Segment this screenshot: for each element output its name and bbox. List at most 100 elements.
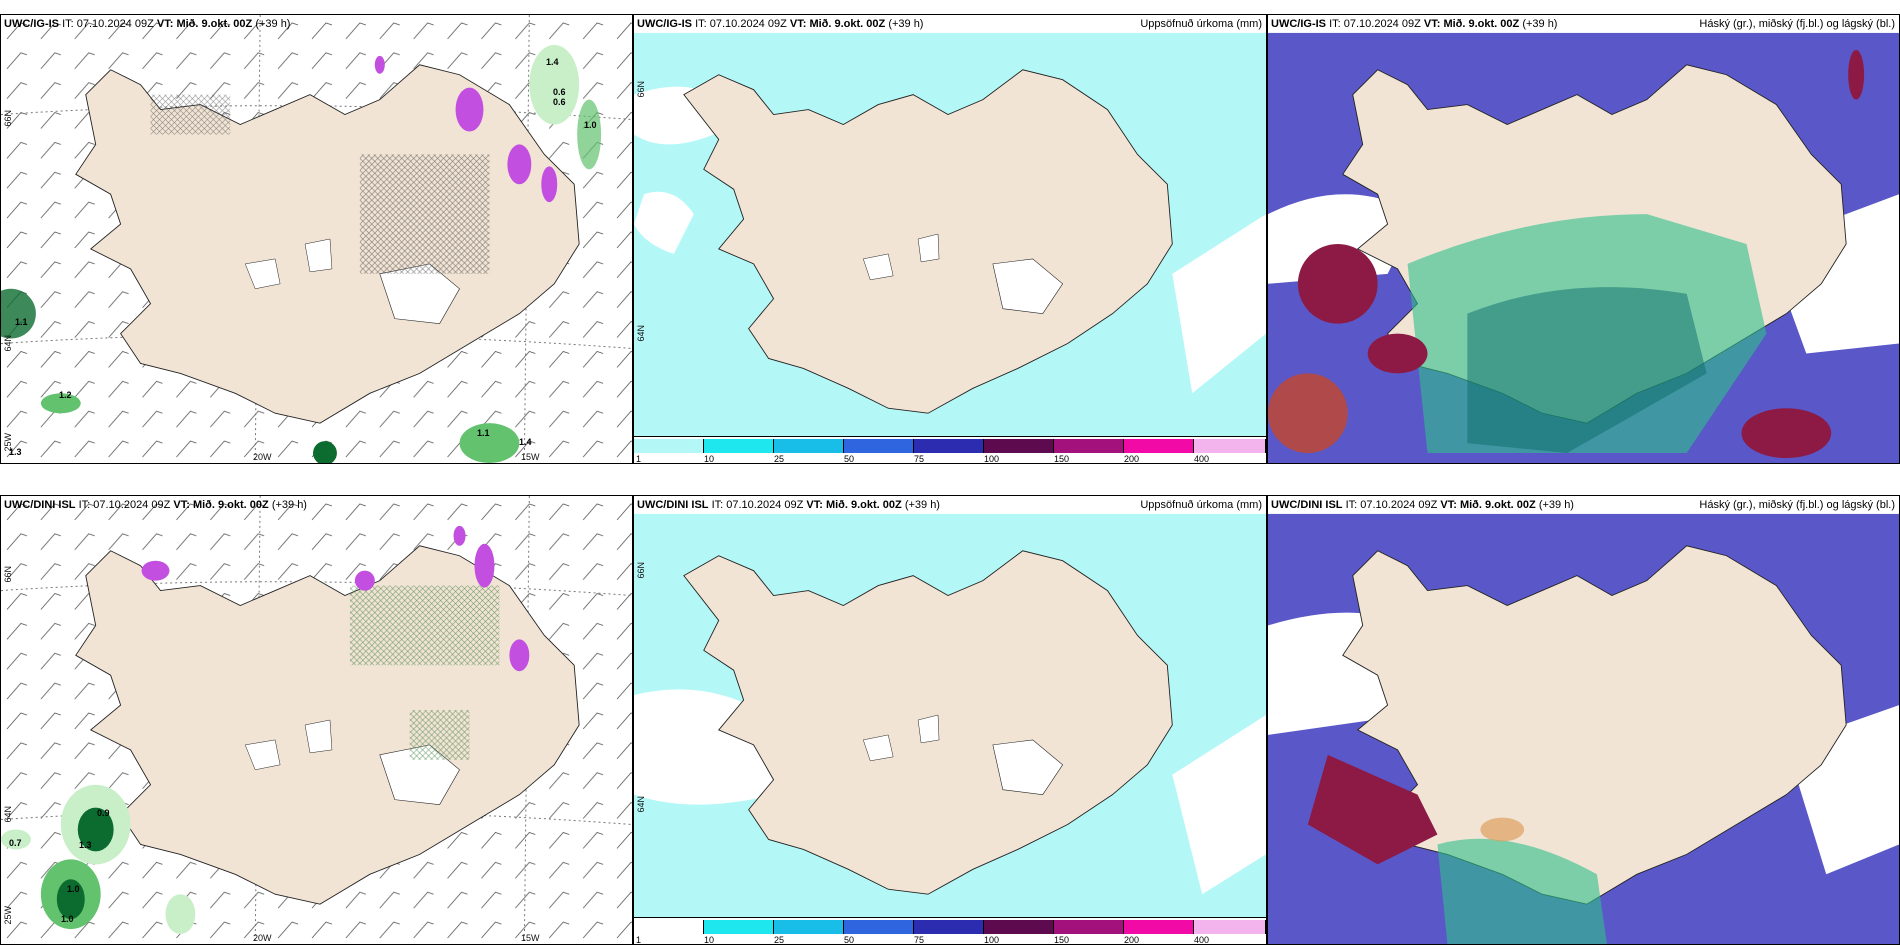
lat-label-64: 64N	[636, 796, 646, 813]
lead-time: (+39 h)	[1538, 499, 1574, 511]
precip-map	[634, 513, 1266, 919]
cbar-tick: 200	[1124, 454, 1140, 464]
cbar-seg	[704, 920, 774, 934]
colorbar: 1 10 25 50 75 100 150 200 400	[634, 917, 1266, 944]
model-name: UWC/IG-IS	[4, 18, 59, 30]
cbar-seg	[1194, 439, 1266, 453]
panel-header: UWC/IG-IS IT: 07.10.2024 09Z VT: Mið. 9.…	[637, 18, 923, 30]
lon-label-15: 15W	[521, 933, 540, 943]
panel-header: UWC/DINI ISL IT: 07.10.2024 09Z VT: Mið.…	[4, 499, 307, 511]
it-prefix: IT:	[62, 18, 74, 30]
glacier	[992, 258, 1064, 314]
low-cloud	[1480, 817, 1525, 842]
it-value: 07.10.2024 09Z	[93, 499, 171, 511]
value-label: 0.6	[553, 87, 566, 97]
lead-time: (+39 h)	[255, 18, 291, 30]
model-name: UWC/IG-IS	[637, 18, 692, 30]
vt-label: VT: Mið. 9.okt. 00Z	[1423, 18, 1520, 30]
lat-label-66: 66N	[3, 566, 13, 583]
it-value: 07.10.2024 09Z	[1360, 499, 1438, 511]
cbar-tick: 25	[774, 454, 785, 464]
cbar-seg	[774, 439, 844, 453]
low-cloud	[1268, 373, 1348, 454]
precip-purple	[354, 570, 375, 591]
green-area	[40, 393, 81, 414]
precip-purple	[474, 543, 495, 588]
wind-map	[1, 496, 632, 944]
precip-purple	[374, 55, 385, 74]
it-prefix: IT:	[78, 499, 91, 511]
lat-label-64: 64N	[3, 806, 13, 823]
glacier	[862, 734, 894, 762]
cbar-tick: 50	[844, 454, 855, 464]
cbar-seg	[1054, 439, 1124, 453]
green-area	[529, 44, 580, 125]
precip-purple	[141, 560, 170, 581]
colorbar: 1 10 25 50 75 100 150 200 400	[634, 436, 1266, 463]
cbar-tick: 1	[636, 454, 642, 464]
green-area	[56, 879, 85, 920]
cbar-tick: 100	[984, 454, 1000, 464]
glacier	[862, 253, 894, 281]
precip-purple	[541, 166, 558, 203]
glacier-hofsjokull	[304, 719, 333, 754]
low-cloud	[1367, 333, 1428, 374]
value-label: 1.0	[61, 914, 74, 924]
value-label: 1.1	[477, 428, 490, 438]
lat-label-64: 64N	[636, 325, 646, 342]
lon-label-25: 25W	[3, 906, 13, 925]
precip-purple	[453, 525, 466, 546]
wind-map	[1, 15, 632, 463]
panel-top-precip: UWC/IG-IS IT: 07.10.2024 09Z VT: Mið. 9.…	[633, 14, 1267, 464]
it-value: 07.10.2024 09Z	[726, 499, 804, 511]
cbar-tick: 10	[704, 454, 715, 464]
cbar-seg	[1054, 920, 1124, 934]
cbar-tick: 75	[914, 454, 925, 464]
value-label: 0.9	[97, 808, 110, 818]
cbar-tick: 75	[914, 935, 925, 945]
cbar-seg	[704, 439, 774, 453]
lead-time: (+39 h)	[888, 18, 924, 30]
value-label: 1.4	[546, 57, 559, 67]
cbar-tick: 25	[774, 935, 785, 945]
glacier	[992, 739, 1064, 795]
cbar-seg	[914, 439, 984, 453]
cbar-seg	[914, 920, 984, 934]
value-label: 1.2	[59, 390, 72, 400]
low-cloud	[1297, 243, 1378, 324]
lon-label-20: 20W	[253, 933, 272, 943]
green-area	[77, 807, 114, 852]
it-prefix: IT:	[711, 499, 724, 511]
vt-label: VT: Mið. 9.okt. 00Z	[173, 499, 269, 511]
value-label: 1.0	[584, 120, 597, 130]
panel-bottom-wind: UWC/DINI ISL IT: 07.10.2024 09Z VT: Mið.…	[0, 495, 633, 945]
vt-label: VT: Mið. 9.okt. 00Z	[806, 499, 902, 511]
lon-label-20: 20W	[253, 452, 272, 462]
hatched-area	[150, 94, 231, 135]
precip-purple	[455, 87, 484, 132]
lat-label-66: 66N	[3, 110, 13, 127]
it-prefix: IT:	[1329, 18, 1341, 30]
dry-area	[634, 191, 694, 254]
vt-label: VT: Mið. 9.okt. 00Z	[1440, 499, 1536, 511]
panel-header: UWC/IG-IS IT: 07.10.2024 09Z VT: Mið. 9.…	[4, 18, 290, 30]
green-area	[313, 441, 337, 463]
cbar-tick: 200	[1124, 935, 1140, 945]
low-cloud	[1848, 49, 1865, 100]
hatched-area	[359, 154, 490, 274]
lat-label-66: 66N	[636, 81, 646, 98]
cbar-tick: 10	[704, 935, 715, 945]
cloud-map	[1268, 513, 1899, 944]
hatched-area	[349, 585, 500, 666]
vt-label: VT: Mið. 9.okt. 00Z	[156, 18, 253, 30]
panel-top-wind: UWC/IG-IS IT: 07.10.2024 09Z VT: Mið. 9.…	[0, 14, 633, 464]
value-label: 1.0	[67, 884, 80, 894]
model-name: UWC/DINI ISL	[1271, 499, 1343, 511]
panel-bottom-cloud: UWC/DINI ISL IT: 07.10.2024 09Z VT: Mið.…	[1267, 495, 1900, 945]
cbar-seg	[844, 439, 914, 453]
model-name: UWC/DINI ISL	[637, 499, 709, 511]
glacier-langjokull	[244, 739, 281, 771]
value-label: 1.3	[79, 840, 92, 850]
lat-label-64: 64N	[3, 335, 13, 352]
panel-title: Uppsöfnuð úrkoma (mm)	[1140, 499, 1262, 511]
